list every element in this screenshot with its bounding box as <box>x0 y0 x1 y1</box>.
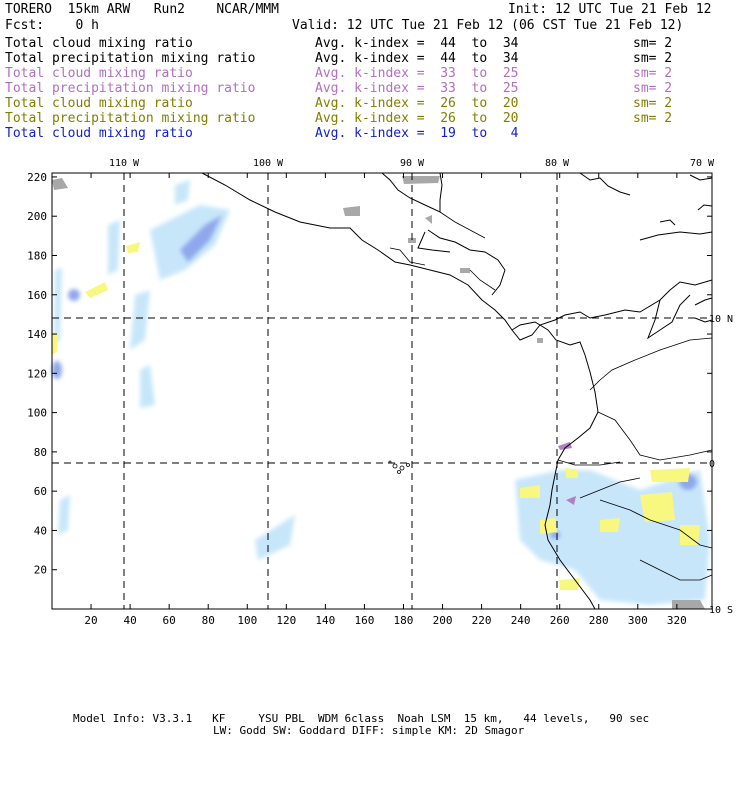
y-tick-label: 80 <box>34 446 47 459</box>
y-tick-label: 20 <box>34 564 47 577</box>
x-tick-label: 80 <box>202 614 215 627</box>
legend-sm: sm= 2 <box>633 111 673 126</box>
y-tick-label: 220 <box>27 171 47 184</box>
weather-map: 20 40 60 80 100 120 140 160 180 200 220 240 260 280 30… <box>27 158 733 627</box>
legend-field: Total cloud mixing ratio <box>5 126 193 141</box>
x-tick-label: 160 <box>354 614 374 627</box>
legend-field: Total precipitation mixing ratio <box>5 51 256 66</box>
legend-kindex: Avg. k-index = 26 to 20 <box>315 96 519 111</box>
precip-shading-yellow <box>52 242 700 590</box>
galapagos-islands <box>388 460 410 474</box>
legend-kindex: Avg. k-index = 44 to 34 <box>315 36 519 51</box>
x-tick-label: 20 <box>84 614 97 627</box>
longitude-label: 100 W <box>253 158 284 169</box>
legend-field: Total cloud mixing ratio <box>5 96 193 111</box>
x-tick-label: 220 <box>472 614 492 627</box>
latitude-label: 10 N <box>709 314 733 325</box>
longitude-label: 80 W <box>545 158 570 169</box>
legend-kindex: Avg. k-index = 26 to 20 <box>315 111 519 126</box>
forecast-hour: Fcst: 0 h <box>5 18 99 33</box>
country-borders <box>389 211 713 581</box>
axes: 20 40 60 80 100 120 140 160 180 200 220 240 260 280 30… <box>27 158 733 627</box>
plot-frame <box>51 172 713 610</box>
longitude-label: 90 W <box>400 158 425 169</box>
valid-time: Valid: 12 UTC Tue 21 Feb 12 (06 CST Tue … <box>292 18 684 33</box>
legend-sm: sm= 2 <box>633 66 673 81</box>
physics-info: LW: Godd SW: Goddard DIFF: simple KM: 2D… <box>213 724 525 737</box>
y-tick-label: 120 <box>27 367 47 380</box>
y-tick-label: 60 <box>34 485 47 498</box>
y-tick-label: 40 <box>34 524 47 537</box>
legend-sm: sm= 2 <box>633 51 673 66</box>
legend-kindex: Avg. k-index = 44 to 34 <box>315 51 519 66</box>
x-tick-label: 320 <box>667 614 687 627</box>
y-tick-label: 140 <box>27 328 47 341</box>
x-tick-label: 240 <box>511 614 531 627</box>
legend-sm: sm= 2 <box>633 96 673 111</box>
precip-shading-purple <box>558 442 576 505</box>
y-tick-label: 200 <box>27 210 47 223</box>
legend-sm: sm= 2 <box>633 36 673 51</box>
lat-lon-grid <box>52 173 712 609</box>
coastline <box>201 172 713 610</box>
x-tick-label: 40 <box>123 614 136 627</box>
x-tick-label: 260 <box>550 614 570 627</box>
y-tick-label: 160 <box>27 289 47 302</box>
x-tick-label: 180 <box>394 614 414 627</box>
x-tick-label: 100 <box>237 614 257 627</box>
legend-field: Total precipitation mixing ratio <box>5 81 256 96</box>
legend-kindex: Avg. k-index = 33 to 25 <box>315 66 519 81</box>
legend-kindex: Avg. k-index = 33 to 25 <box>315 81 519 96</box>
x-tick-label: 60 <box>163 614 176 627</box>
legend-field: Total precipitation mixing ratio <box>5 111 256 126</box>
latitude-label: 10 S <box>709 605 733 616</box>
x-tick-label: 300 <box>628 614 648 627</box>
init-time: Init: 12 UTC Tue 21 Feb 12 <box>508 2 712 17</box>
x-tick-label: 140 <box>315 614 335 627</box>
model-info: Model Info: V3.3.1 KF YSU PBL WDM 6class… <box>73 712 650 725</box>
x-tick-label: 120 <box>276 614 296 627</box>
x-tick-label: 200 <box>433 614 453 627</box>
y-tick-label: 100 <box>27 407 47 420</box>
model-title: TORERO 15km ARW Run2 NCAR/MMM <box>5 2 279 17</box>
legend-sm: sm= 2 <box>633 81 673 96</box>
longitude-label: 70 W <box>690 158 715 169</box>
legend-field: Total cloud mixing ratio <box>5 36 193 51</box>
y-tick-label: 180 <box>27 249 47 262</box>
legend-kindex: Avg. k-index = 19 to 4 <box>315 126 519 141</box>
x-tick-label: 280 <box>589 614 609 627</box>
latitude-label: 0 <box>709 459 715 470</box>
longitude-label: 110 W <box>109 158 140 169</box>
legend-field: Total cloud mixing ratio <box>5 66 193 81</box>
